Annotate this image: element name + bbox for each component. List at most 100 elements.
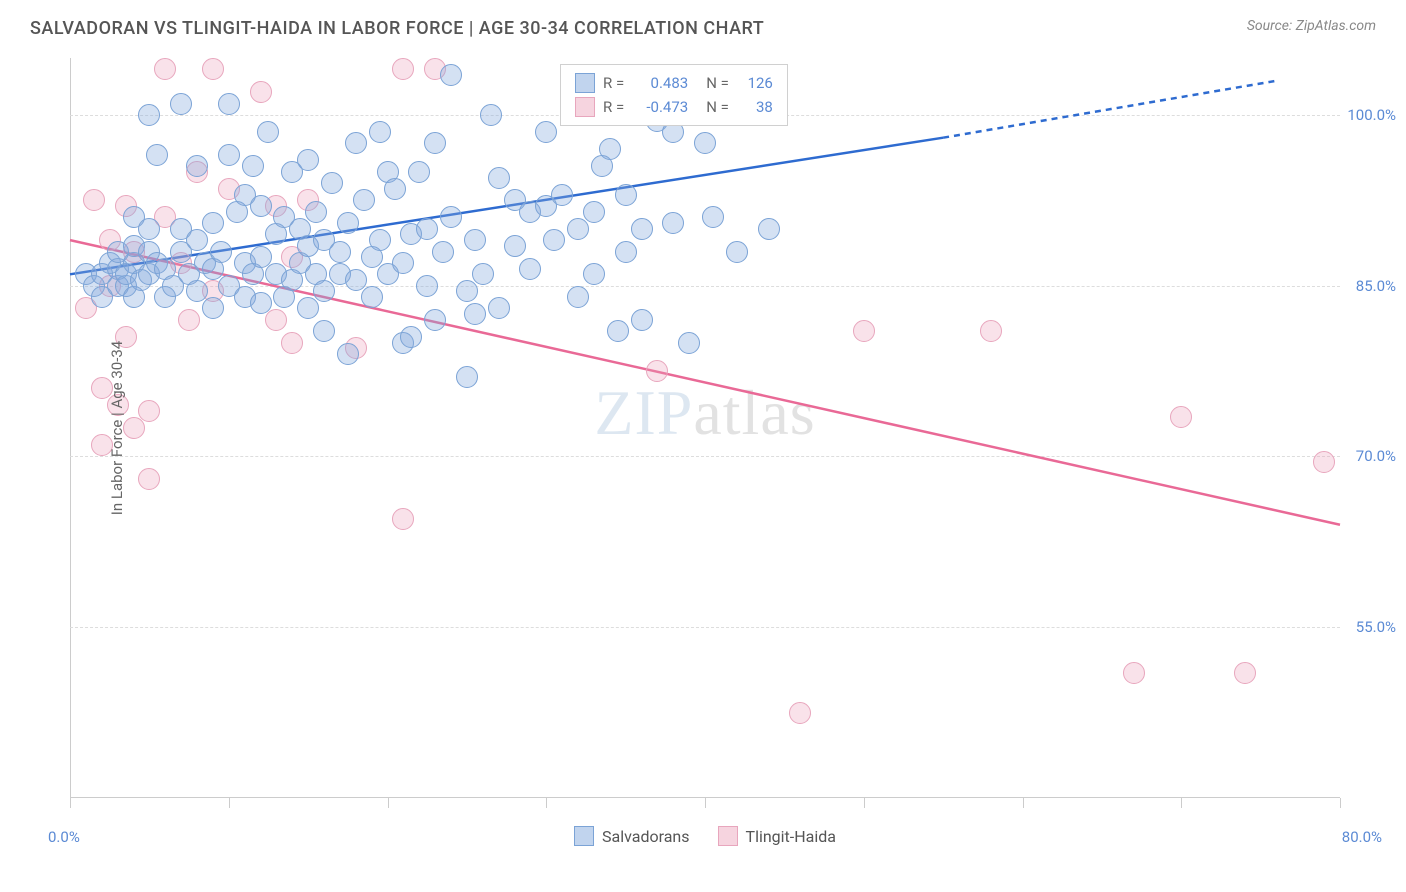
scatter-point-salvadoran [250, 292, 272, 314]
x-tick [1023, 798, 1024, 808]
swatch-tlingit-bottom [718, 826, 738, 846]
scatter-point-salvadoran [480, 104, 502, 126]
x-tick [546, 798, 547, 808]
legend-row-salvadoran: R = 0.483 N = 126 [575, 71, 773, 95]
legend-label-salvadoran: Salvadorans [602, 827, 689, 846]
legend-row-tlingit: R = -0.473 N = 38 [575, 95, 773, 119]
scatter-point-salvadoran [297, 297, 319, 319]
y-tick-label: 55.0% [1356, 618, 1396, 636]
legend-label-tlingit: Tlingit-Haida [746, 827, 836, 846]
scatter-point-salvadoran [210, 241, 232, 263]
scatter-point-salvadoran [416, 275, 438, 297]
scatter-point-tlingit [1313, 451, 1335, 473]
scatter-point-salvadoran [361, 286, 383, 308]
scatter-point-salvadoran [535, 121, 557, 143]
x-tick [1181, 798, 1182, 808]
scatter-point-salvadoran [631, 218, 653, 240]
n-tlingit: 38 [741, 95, 773, 119]
scatter-point-salvadoran [456, 280, 478, 302]
scatter-point-tlingit [138, 468, 160, 490]
scatter-point-salvadoran [369, 229, 391, 251]
scatter-point-tlingit [1123, 662, 1145, 684]
y-tick-label: 70.0% [1356, 447, 1396, 465]
scatter-point-salvadoran [432, 241, 454, 263]
scatter-point-tlingit [853, 320, 875, 342]
scatter-point-salvadoran [440, 206, 462, 228]
scatter-point-salvadoran [702, 206, 724, 228]
scatter-point-salvadoran [631, 309, 653, 331]
x-tick [1340, 798, 1341, 808]
n-salvadoran: 126 [741, 71, 773, 95]
swatch-tlingit [575, 97, 595, 117]
scatter-point-salvadoran [599, 138, 621, 160]
scatter-point-salvadoran [353, 189, 375, 211]
scatter-point-salvadoran [218, 144, 240, 166]
scatter-point-salvadoran [138, 104, 160, 126]
scatter-point-salvadoran [726, 241, 748, 263]
scatter-point-salvadoran [392, 252, 414, 274]
scatter-point-tlingit [392, 508, 414, 530]
chart-title: SALVADORAN VS TLINGIT-HAIDA IN LABOR FOR… [30, 18, 764, 39]
scatter-point-tlingit [250, 81, 272, 103]
x-tick [864, 798, 865, 808]
scatter-point-salvadoran [464, 229, 486, 251]
scatter-point-salvadoran [257, 121, 279, 143]
r-salvadoran: 0.483 [636, 71, 688, 95]
correlation-legend: R = 0.483 N = 126 R = -0.473 N = 38 [560, 64, 788, 126]
x-axis-max-label: 80.0% [1342, 828, 1382, 846]
scatter-point-tlingit [138, 400, 160, 422]
scatter-point-salvadoran [250, 246, 272, 268]
scatter-point-salvadoran [615, 184, 637, 206]
scatter-point-tlingit [281, 332, 303, 354]
scatter-point-tlingit [178, 309, 200, 331]
x-tick [388, 798, 389, 808]
scatter-point-salvadoran [694, 132, 716, 154]
scatter-point-salvadoran [218, 93, 240, 115]
scatter-point-salvadoran [416, 218, 438, 240]
scatter-point-tlingit [980, 320, 1002, 342]
scatter-point-salvadoran [186, 229, 208, 251]
scatter-point-tlingit [202, 58, 224, 80]
scatter-point-salvadoran [313, 320, 335, 342]
scatter-point-salvadoran [345, 269, 367, 291]
scatter-point-salvadoran [384, 178, 406, 200]
scatter-point-salvadoran [504, 235, 526, 257]
scatter-point-salvadoran [662, 212, 684, 234]
scatter-point-tlingit [1170, 406, 1192, 428]
scatter-point-salvadoran [567, 286, 589, 308]
scatter-point-salvadoran [170, 93, 192, 115]
scatter-point-tlingit [646, 360, 668, 382]
swatch-salvadoran [575, 73, 595, 93]
scatter-point-salvadoran [305, 201, 327, 223]
x-tick [229, 798, 230, 808]
scatter-point-salvadoran [583, 201, 605, 223]
scatter-point-salvadoran [615, 241, 637, 263]
scatter-point-tlingit [392, 58, 414, 80]
scatter-point-salvadoran [464, 303, 486, 325]
scatter-point-salvadoran [488, 297, 510, 319]
scatter-point-salvadoran [250, 195, 272, 217]
scatter-point-salvadoran [488, 167, 510, 189]
scatter-point-salvadoran [297, 149, 319, 171]
scatter-point-salvadoran [369, 121, 391, 143]
scatter-point-salvadoran [424, 309, 446, 331]
scatter-point-salvadoran [202, 212, 224, 234]
scatter-point-salvadoran [583, 263, 605, 285]
scatter-point-salvadoran [321, 172, 343, 194]
scatter-point-salvadoran [242, 155, 264, 177]
scatter-point-salvadoran [472, 263, 494, 285]
scatter-point-salvadoran [678, 332, 700, 354]
r-tlingit: -0.473 [636, 95, 688, 119]
scatter-point-tlingit [265, 309, 287, 331]
scatter-point-salvadoran [440, 64, 462, 86]
scatter-point-salvadoran [313, 280, 335, 302]
scatter-point-tlingit [154, 58, 176, 80]
scatter-point-salvadoran [424, 132, 446, 154]
scatter-point-salvadoran [186, 155, 208, 177]
scatter-point-salvadoran [456, 366, 478, 388]
scatter-point-salvadoran [567, 218, 589, 240]
swatch-salvadoran-bottom [574, 826, 594, 846]
scatter-point-tlingit [83, 189, 105, 211]
series-legend: Salvadorans Tlingit-Haida [70, 826, 1340, 846]
scatter-point-salvadoran [329, 241, 351, 263]
